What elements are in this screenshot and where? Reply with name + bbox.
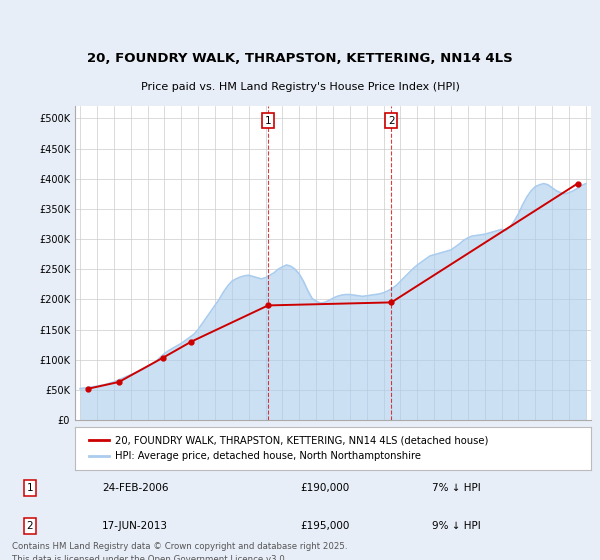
Text: Contains HM Land Registry data © Crown copyright and database right 2025.
This d: Contains HM Land Registry data © Crown c… xyxy=(12,542,347,560)
Text: £190,000: £190,000 xyxy=(300,483,349,493)
Legend: 20, FOUNDRY WALK, THRAPSTON, KETTERING, NN14 4LS (detached house), HPI: Average : 20, FOUNDRY WALK, THRAPSTON, KETTERING, … xyxy=(85,432,493,465)
Text: 24-FEB-2006: 24-FEB-2006 xyxy=(102,483,169,493)
Text: 9% ↓ HPI: 9% ↓ HPI xyxy=(432,521,481,531)
Text: 20, FOUNDRY WALK, THRAPSTON, KETTERING, NN14 4LS: 20, FOUNDRY WALK, THRAPSTON, KETTERING, … xyxy=(87,52,513,66)
Text: 7% ↓ HPI: 7% ↓ HPI xyxy=(432,483,481,493)
Text: 1: 1 xyxy=(26,483,34,493)
Text: 1: 1 xyxy=(265,115,271,125)
Text: Price paid vs. HM Land Registry's House Price Index (HPI): Price paid vs. HM Land Registry's House … xyxy=(140,82,460,92)
Text: 2: 2 xyxy=(388,115,395,125)
Text: £195,000: £195,000 xyxy=(300,521,349,531)
Text: 17-JUN-2013: 17-JUN-2013 xyxy=(102,521,168,531)
Text: 2: 2 xyxy=(26,521,34,531)
